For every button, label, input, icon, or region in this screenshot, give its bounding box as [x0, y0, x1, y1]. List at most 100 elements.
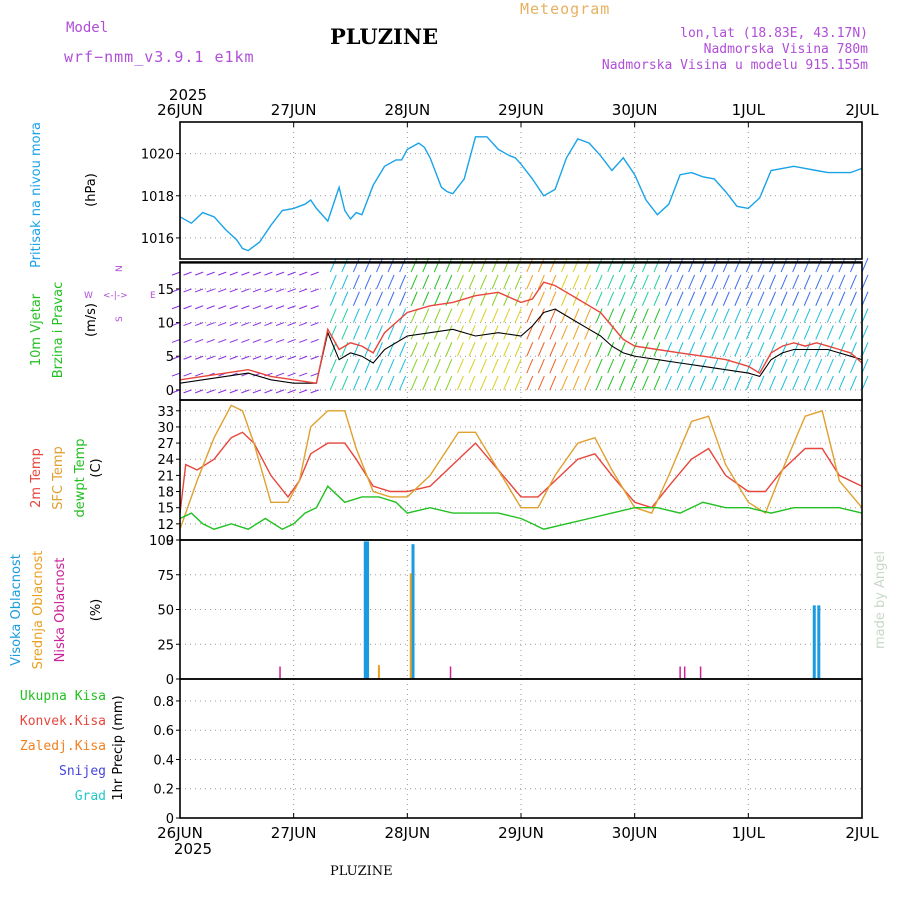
wind-barb: [792, 274, 800, 290]
wind-barb: [711, 358, 719, 374]
wind-barb: [352, 308, 360, 323]
wind-barb: [618, 257, 626, 273]
model-label: Model: [66, 20, 109, 36]
wind-barb: [560, 342, 568, 357]
wind-barb: [757, 342, 765, 357]
wind-barb: [607, 257, 615, 273]
wind-barb: [699, 257, 707, 273]
wind-barb: [410, 274, 418, 290]
wind-barb: [699, 274, 707, 290]
wind-barb: [757, 257, 765, 273]
wind-barb: [815, 325, 823, 340]
wind-barb: [206, 338, 215, 343]
wind-barb: [329, 257, 337, 273]
wind-barb: [399, 291, 407, 306]
ytick-label: 24: [157, 453, 174, 468]
legend-convective-rain: Konvek.Kisa: [20, 714, 106, 729]
wind-barb: [422, 257, 430, 273]
wind-barb: [537, 375, 545, 391]
wind-barb: [264, 389, 273, 394]
wind-barb: [757, 274, 765, 290]
wind-compass-west: W: [84, 291, 93, 301]
wind-barb: [653, 274, 661, 290]
wind-barb: [183, 271, 192, 276]
ytick-label: 21: [157, 469, 174, 484]
wind-barb: [584, 308, 592, 323]
wind-barb: [310, 338, 319, 343]
low-cloud-bar: [699, 666, 702, 679]
wind-barb: [364, 257, 372, 273]
wind-barb: [699, 291, 707, 306]
wind-barb: [341, 325, 349, 340]
wind-barb: [456, 375, 464, 391]
wind-barb: [264, 338, 273, 343]
wind-barb: [329, 291, 337, 306]
wind-barb: [387, 358, 395, 374]
wind-barb: [194, 288, 204, 293]
wind-barb: [310, 372, 319, 377]
wind-barb: [399, 358, 407, 374]
wind-barb: [780, 375, 788, 391]
wind-barb: [445, 274, 453, 290]
panel-bg-pressure: [180, 122, 862, 259]
wind-barb: [376, 291, 383, 306]
wind-barb: [711, 257, 719, 273]
high-cloud-bar: [366, 541, 370, 679]
temp-sfc-ylabel: SFC Temp: [51, 446, 66, 510]
wind-barb: [171, 322, 181, 327]
ytick-label: 0.4: [153, 753, 174, 768]
wind-barb: [861, 358, 869, 374]
wind-barb: [792, 291, 800, 306]
wind-barb: [769, 308, 776, 323]
wind-barb: [838, 358, 846, 374]
top-date-label: 29JUN: [498, 101, 544, 119]
wind-barb: [630, 257, 638, 273]
wind-barb: [445, 342, 453, 357]
wind-barb: [699, 308, 707, 323]
wind-barb: [815, 375, 823, 391]
wind-barb: [480, 358, 488, 374]
wind-barb: [310, 322, 319, 327]
cloud-low-ylabel: Niska Oblacnost: [53, 558, 68, 663]
wind-barb: [329, 375, 337, 391]
ytick-label: 5: [166, 350, 174, 365]
wind-barb: [252, 271, 262, 276]
wind-barb: [410, 358, 418, 374]
wind-barb: [826, 375, 834, 391]
wind-barb: [826, 325, 834, 340]
wind-barb: [491, 375, 499, 391]
legend-total-rain: Ukupna Kisa: [20, 689, 106, 704]
wind-barb: [734, 342, 742, 357]
mid-cloud-bar: [409, 573, 412, 679]
wind-barb: [757, 375, 765, 391]
wind-barb: [711, 375, 719, 391]
wind-barb: [653, 257, 661, 273]
wind-barb: [688, 358, 696, 374]
wind-barb: [376, 257, 383, 273]
wind-barb: [745, 325, 753, 340]
wind-barb: [838, 342, 846, 357]
wind-barb: [699, 342, 707, 357]
wind-barb: [252, 305, 262, 310]
wind-barb: [653, 358, 661, 374]
low-cloud-bar: [449, 666, 452, 679]
ytick-label: 25: [157, 638, 174, 653]
wind-barb: [445, 375, 453, 391]
wind-barb: [183, 389, 192, 394]
wind-barb: [218, 288, 227, 293]
ytick-label: 0: [166, 384, 174, 399]
wind-barb: [183, 288, 192, 293]
wind-barb: [560, 358, 568, 374]
ytick-label: 75: [157, 569, 174, 584]
wind-barb: [676, 325, 684, 340]
wind-barb: [826, 257, 834, 273]
wind-barb: [387, 257, 395, 273]
wind-barb: [264, 322, 273, 327]
wind-barb: [218, 305, 227, 310]
wind-barb: [275, 372, 285, 377]
wind-barb: [503, 342, 511, 357]
wind-barb: [861, 325, 869, 340]
top-date-label: 28JUN: [384, 101, 430, 119]
wind-compass-north: N: [115, 265, 125, 272]
